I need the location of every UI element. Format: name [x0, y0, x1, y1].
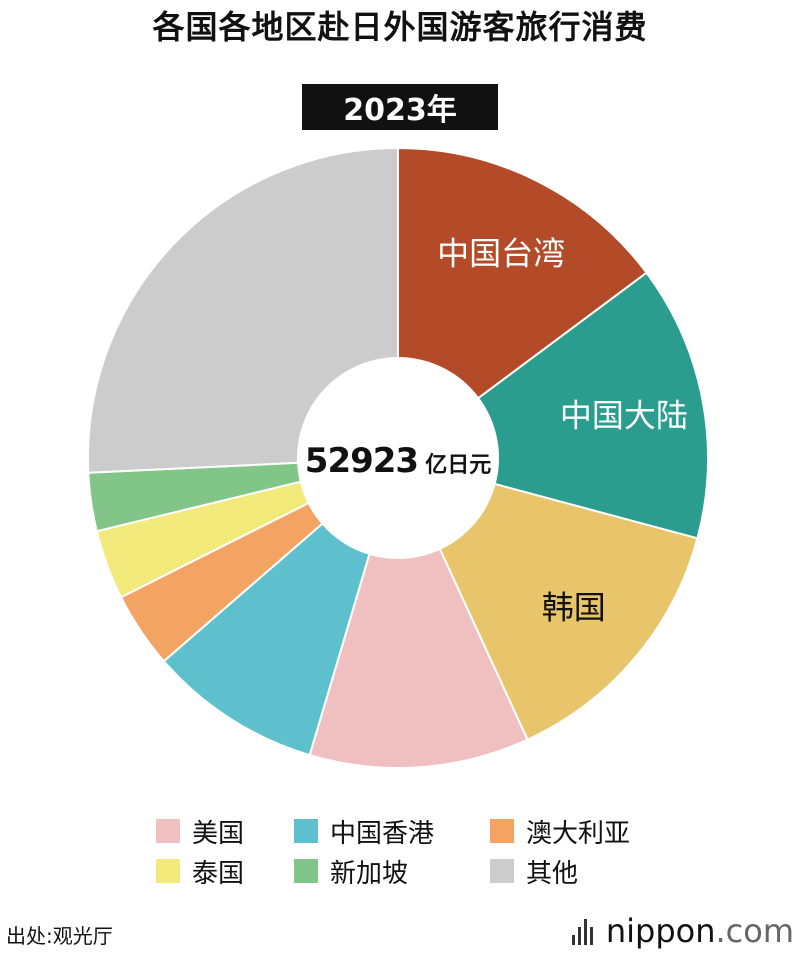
brand-logo: nippon .com	[571, 912, 794, 950]
legend-label: 新加坡	[330, 858, 409, 889]
center-value: 52923	[305, 441, 418, 481]
slice-label: 韩国	[542, 588, 606, 626]
legend-swatch	[294, 819, 318, 843]
source-note: 出处:观光厅	[6, 924, 113, 948]
legend-item: 新加坡	[294, 854, 490, 889]
legend-label: 其他	[526, 858, 579, 889]
legend-swatch	[294, 859, 318, 883]
year-badge: 2023年	[302, 84, 498, 130]
center-total-label: 52923 亿日元	[305, 441, 491, 481]
legend-swatch	[490, 859, 514, 883]
slice-label: 中国大陆	[560, 397, 688, 435]
pie-slice	[396, 456, 699, 741]
legend: 美国 中国香港 澳大利亚泰国 新加坡 其他	[156, 814, 676, 889]
legend-item: 其他	[490, 854, 660, 889]
legend-swatch	[156, 859, 180, 883]
legend-item: 中国香港	[294, 814, 490, 849]
brand-suffix: .com	[715, 912, 794, 950]
legend-label: 泰国	[192, 858, 245, 889]
pie-slice	[308, 455, 529, 769]
donut-hole	[297, 357, 499, 559]
chart-title: 各国各地区赴日外国游客旅行消费	[152, 8, 648, 46]
brand-name: nippon	[605, 912, 716, 950]
legend-label: 美国	[192, 818, 245, 849]
legend-item: 美国	[156, 814, 294, 849]
pie-slice	[87, 146, 399, 474]
slice-label: 中国台湾	[437, 234, 565, 272]
legend-item: 澳大利亚	[490, 814, 660, 849]
legend-swatch	[156, 819, 180, 843]
legend-label: 澳大利亚	[526, 818, 631, 849]
legend-swatch	[490, 819, 514, 843]
legend-label: 中国香港	[330, 818, 435, 849]
legend-item: 泰国	[156, 854, 294, 889]
center-unit: 亿日元	[425, 453, 491, 478]
brand-bars-icon	[571, 917, 596, 945]
